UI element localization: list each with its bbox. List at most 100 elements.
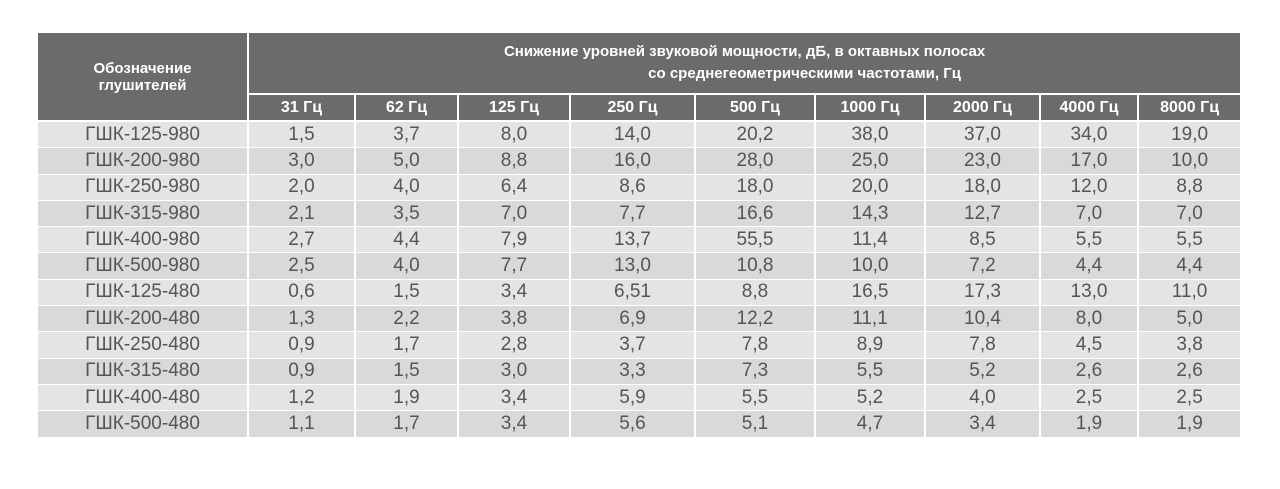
table-head: Обозначение глушителей Снижение уровней … [38, 33, 1241, 122]
silencer-name: ГШК-200-480 [38, 305, 249, 333]
cell-value: 6,4 [458, 174, 571, 201]
cell-value: 10,0 [815, 252, 926, 280]
silencer-name: ГШК-315-980 [38, 200, 249, 228]
silencer-name: ГШК-125-480 [38, 279, 249, 307]
cell-value: 7,0 [1040, 200, 1139, 228]
cell-value: 16,6 [695, 200, 816, 228]
cell-value: 4,4 [1040, 252, 1139, 280]
cell-value: 16,0 [570, 147, 696, 175]
cell-value: 5,5 [815, 358, 926, 385]
cell-value: 3,4 [458, 279, 571, 307]
silencer-name: ГШК-125-980 [38, 121, 249, 149]
name-column-header: Обозначение глушителей [38, 33, 249, 122]
cell-value: 5,1 [695, 410, 816, 438]
cell-value: 10,8 [695, 252, 816, 280]
cell-value: 13,7 [570, 226, 696, 254]
cell-value: 20,2 [695, 121, 816, 149]
cell-value: 11,1 [815, 305, 926, 333]
cell-value: 8,8 [458, 147, 571, 175]
cell-value: 7,8 [925, 331, 1041, 359]
cell-value: 1,9 [1138, 410, 1241, 438]
cell-value: 8,0 [458, 121, 571, 149]
table-body: ГШК-125-980 1,5 3,7 8,0 14,0 20,2 38,0 37,0 34,0… [38, 121, 1241, 438]
silencer-name: ГШК-400-480 [38, 384, 249, 412]
cell-value: 2,8 [458, 331, 571, 359]
silencer-name: ГШК-500-980 [38, 252, 249, 280]
cell-value: 5,2 [925, 358, 1041, 385]
cell-value: 4,0 [355, 174, 459, 201]
cell-value: 16,5 [815, 279, 926, 307]
cell-value: 8,9 [815, 331, 926, 359]
cell-value: 1,5 [355, 358, 459, 385]
cell-value: 10,4 [925, 305, 1041, 333]
cell-value: 1,7 [355, 410, 459, 438]
silencer-name: ГШК-200-980 [38, 147, 249, 175]
cell-value: 7,8 [695, 331, 816, 359]
cell-value: 5,9 [570, 384, 696, 412]
cell-value: 5,0 [1138, 305, 1241, 333]
cell-value: 19,0 [1138, 121, 1241, 149]
cell-value: 12,2 [695, 305, 816, 333]
table-row: ГШК-125-980 1,5 3,7 8,0 14,0 20,2 38,0 37,0 34,0… [38, 121, 1241, 149]
cell-value: 7,7 [458, 252, 571, 280]
cell-value: 4,4 [1138, 252, 1241, 280]
cell-value: 1,3 [248, 305, 356, 333]
cell-value: 1,5 [248, 121, 356, 149]
table-row: ГШК-400-980 2,7 4,4 7,9 13,7 55,5 11,4 8,5 5,5 5,… [38, 226, 1241, 254]
cell-value: 5,2 [815, 384, 926, 412]
cell-value: 1,9 [1040, 410, 1139, 438]
group-header: Снижение уровней звуковой мощности, дБ, … [246, 33, 1241, 95]
cell-value: 8,5 [925, 226, 1041, 254]
frequency-header: 1000 Гц [814, 93, 926, 122]
cell-value: 2,5 [248, 252, 356, 280]
cell-value: 5,5 [1138, 226, 1241, 254]
header-row: Обозначение глушителей Снижение уровней … [38, 33, 1241, 122]
silencer-name: ГШК-250-480 [38, 331, 249, 359]
cell-value: 28,0 [695, 147, 816, 175]
group-title-line: со среднегеометрическими частотами, Гц [648, 65, 961, 82]
frequency-row: 31 Гц 62 Гц 125 Гц 250 Гц 500 Гц 1000 Гц 2000 … [38, 93, 1241, 122]
cell-value: 17,0 [1040, 147, 1139, 175]
cell-value: 6,9 [570, 305, 696, 333]
cell-value: 2,0 [248, 174, 356, 201]
table-row: ГШК-315-480 0,9 1,5 3,0 3,3 7,3 5,5 5,2 2,6 2,6 [38, 358, 1241, 385]
cell-value: 13,0 [1040, 279, 1139, 307]
silencer-name: ГШК-315-480 [38, 358, 249, 385]
cell-value: 0,6 [248, 279, 356, 307]
cell-value: 38,0 [815, 121, 926, 149]
silencer-name: ГШК-500-480 [38, 410, 249, 438]
cell-value: 0,9 [248, 331, 356, 359]
cell-value: 11,0 [1138, 279, 1241, 307]
cell-value: 23,0 [925, 147, 1041, 175]
frequency-header: 8000 Гц [1136, 93, 1241, 122]
cell-value: 7,3 [695, 358, 816, 385]
group-title-line: Снижение уровней звуковой мощности, дБ, … [503, 43, 986, 60]
cell-value: 3,8 [1138, 331, 1241, 359]
frequency-header: 62 Гц [354, 93, 459, 122]
cell-value: 5,5 [1040, 226, 1139, 254]
frequency-header: 250 Гц [569, 93, 696, 122]
table-row: ГШК-400-480 1,2 1,9 3,4 5,9 5,5 5,2 4,0 2,5 2,5 [38, 384, 1241, 412]
cell-value: 4,5 [1040, 331, 1139, 359]
cell-value: 14,3 [815, 200, 926, 228]
cell-value: 3,0 [458, 358, 571, 385]
silencer-name: ГШК-400-980 [38, 226, 249, 254]
cell-value: 1,9 [355, 384, 459, 412]
cell-value: 10,0 [1138, 147, 1241, 175]
cell-value: 7,0 [1138, 200, 1241, 228]
table-row: ГШК-315-980 2,1 3,5 7,0 7,7 16,6 14,3 12,7 7,0 7,… [38, 200, 1241, 228]
cell-value: 18,0 [695, 174, 816, 201]
table-row: ГШК-125-480 0,6 1,5 3,4 6,51 8,8 16,5 17,3 13,0 1… [38, 279, 1241, 307]
frequency-header: 2000 Гц [924, 93, 1041, 122]
cell-value: 3,4 [458, 384, 571, 412]
cell-value: 3,5 [355, 200, 459, 228]
cell-value: 13,0 [570, 252, 696, 280]
cell-value: 2,1 [248, 200, 356, 228]
cell-value: 8,6 [570, 174, 696, 201]
cell-value: 55,5 [695, 226, 816, 254]
cell-value: 7,9 [458, 226, 571, 254]
cell-value: 3,8 [458, 305, 571, 333]
cell-value: 34,0 [1040, 121, 1139, 149]
cell-value: 25,0 [815, 147, 926, 175]
